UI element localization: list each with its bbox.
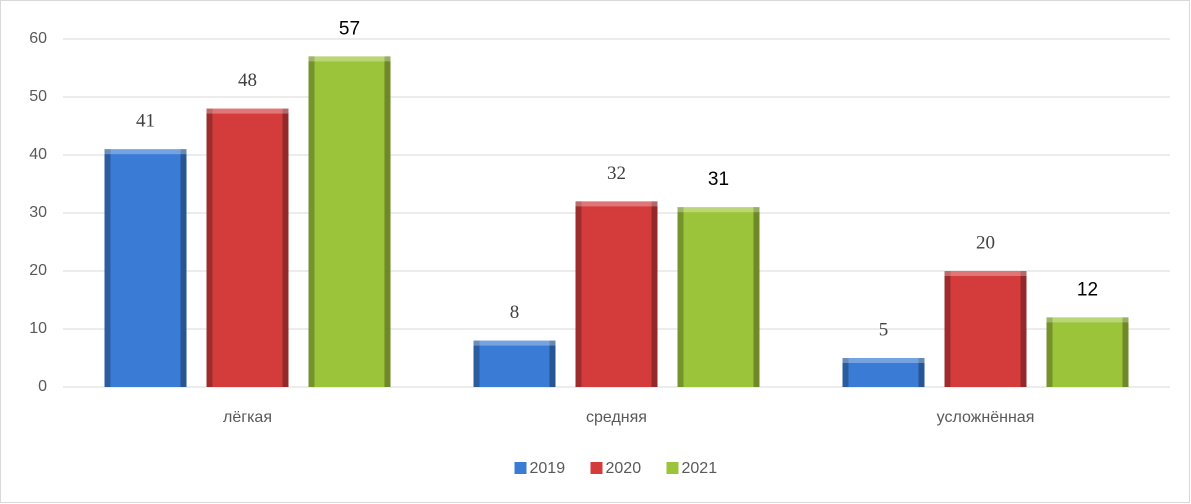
bar-shade <box>753 207 760 387</box>
bar-highlight <box>206 108 289 114</box>
bar-shade <box>206 108 213 387</box>
bar-highlight <box>1046 317 1129 323</box>
bar-highlight <box>677 207 760 213</box>
y-tick-label: 50 <box>29 88 47 105</box>
bar <box>308 56 391 388</box>
x-tick-label: средняя <box>586 409 647 426</box>
x-tick-label: лёгкая <box>223 409 272 426</box>
data-label: 31 <box>708 169 729 190</box>
data-label: 20 <box>976 232 995 253</box>
data-label: 5 <box>879 319 889 340</box>
legend-label: 2019 <box>530 460 566 477</box>
y-tick-label: 0 <box>38 378 47 395</box>
bar-highlight <box>473 340 556 346</box>
bar-shade <box>1046 317 1053 387</box>
data-label: 48 <box>238 70 257 91</box>
bar <box>575 201 658 387</box>
data-label: 57 <box>339 18 360 39</box>
bar-highlight <box>842 358 925 363</box>
data-label: 32 <box>607 163 626 184</box>
bar <box>104 149 187 387</box>
bar-highlight <box>308 56 391 62</box>
bar-highlight <box>944 271 1027 276</box>
legend-swatch <box>514 462 527 474</box>
bar-shade <box>944 271 951 387</box>
data-label: 8 <box>510 302 520 323</box>
bar-shade <box>1020 271 1027 387</box>
bar-shade <box>473 340 480 387</box>
y-tick-label: 40 <box>29 146 47 163</box>
bar-shade <box>384 56 391 388</box>
legend-label: 2020 <box>606 460 642 477</box>
bar-shade <box>549 340 556 387</box>
bar-shade <box>677 207 684 387</box>
bar-shade <box>842 358 849 387</box>
bar <box>944 271 1027 387</box>
y-tick-label: 10 <box>29 320 47 337</box>
bar-highlight <box>104 149 187 155</box>
bar <box>473 340 556 387</box>
bar <box>206 108 289 387</box>
bar-shade <box>1122 317 1129 387</box>
bar-shade <box>651 201 658 387</box>
bar <box>677 207 760 387</box>
bar-shade <box>308 56 315 388</box>
bar-shade <box>104 149 111 387</box>
data-label: 12 <box>1077 279 1098 300</box>
data-label: 41 <box>136 111 155 132</box>
bar-highlight <box>575 201 658 207</box>
bar <box>1046 317 1129 387</box>
bar-shade <box>918 358 925 387</box>
legend-label: 2021 <box>682 460 718 477</box>
bar <box>842 358 925 387</box>
legend-swatch <box>666 462 679 474</box>
y-tick-label: 30 <box>29 204 47 221</box>
x-tick-label: усложнённая <box>937 409 1035 426</box>
bar-shade <box>282 108 289 387</box>
bar-shade <box>180 149 187 387</box>
y-tick-label: 20 <box>29 262 47 279</box>
y-tick-label: 60 <box>29 30 47 47</box>
legend-swatch <box>590 462 603 474</box>
bar-shade <box>575 201 582 387</box>
